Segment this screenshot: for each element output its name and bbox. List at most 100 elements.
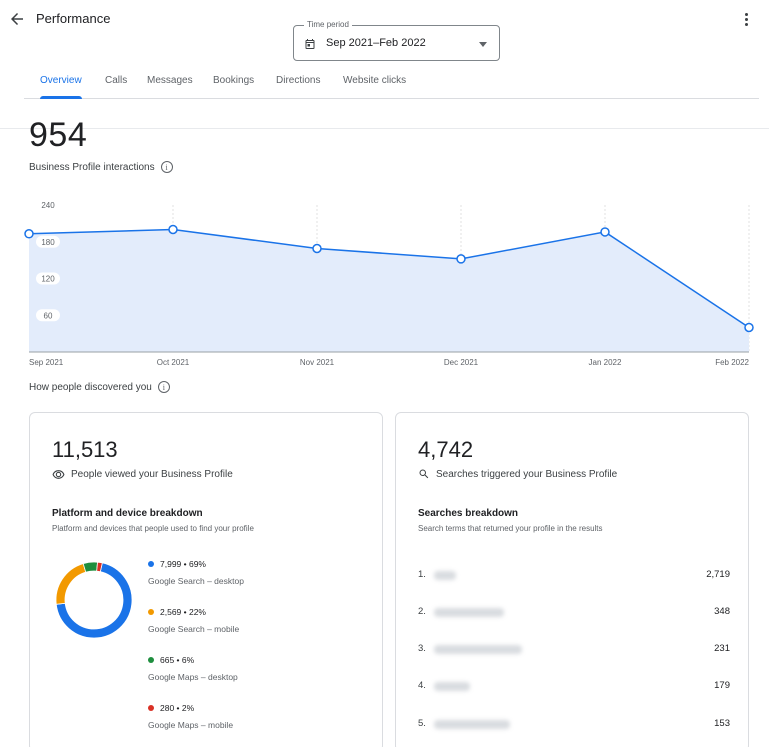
- top-bar: Performance Time period Sep 2021–Feb 202…: [0, 0, 769, 100]
- donut-slice: [96, 561, 103, 573]
- back-arrow-icon[interactable]: [8, 10, 26, 28]
- views-total: 11,513: [52, 437, 118, 462]
- legend-dot: [148, 657, 154, 663]
- x-tick-label: Feb 2022: [715, 358, 749, 367]
- chart-data-point: [600, 227, 610, 237]
- x-tick-label: Sep 2021: [29, 358, 64, 367]
- tab-overview[interactable]: Overview: [40, 75, 82, 86]
- legend-value: 280 • 2%: [160, 703, 195, 713]
- legend-value: 665 • 6%: [160, 655, 195, 665]
- chart-data-point: [744, 322, 754, 333]
- y-tick-label: 60: [44, 311, 53, 320]
- tab-bookings[interactable]: Bookings: [213, 75, 255, 86]
- legend-name: Google Search – mobile: [148, 624, 240, 634]
- search-term-count: 231: [714, 643, 730, 654]
- interactions-label-text: Business Profile interactions: [29, 161, 155, 173]
- views-sub-label: People viewed your Business Profile: [52, 468, 233, 481]
- y-tick-label: 120: [41, 275, 55, 284]
- profile-views-card: 11,513 People viewed your Business Profi…: [29, 412, 383, 747]
- interactions-total: 954: [29, 116, 88, 154]
- more-options-icon[interactable]: [740, 12, 752, 28]
- platform-breakdown-description: Platform and devices that people used to…: [52, 524, 254, 533]
- search-term-rank: 3.: [418, 643, 426, 654]
- calendar-icon: [305, 39, 315, 49]
- chart-data-point: [456, 254, 466, 264]
- chevron-down-icon: [479, 42, 487, 47]
- search-term-rank: 5.: [418, 718, 426, 729]
- tab-calls[interactable]: Calls: [105, 75, 128, 86]
- active-tab-indicator: [40, 96, 82, 99]
- tab-bar: Overview Calls Messages Bookings Directi…: [24, 68, 759, 99]
- y-tick-label-bg: [36, 309, 60, 322]
- time-period-select[interactable]: Time period Sep 2021–Feb 2022: [293, 20, 500, 61]
- legend-dot: [148, 705, 154, 711]
- x-tick-label: Dec 2021: [444, 358, 479, 367]
- search-term-redacted: [434, 720, 510, 729]
- search-term-rank: 4.: [418, 680, 426, 691]
- search-term-rank: 1.: [418, 569, 426, 580]
- discovery-heading-text: How people discovered you: [29, 381, 152, 393]
- discovery-heading: How people discovered you i: [29, 381, 170, 393]
- search-term-rank: 2.: [418, 606, 426, 617]
- time-period-label: Time period: [304, 20, 352, 29]
- platform-donut-chart: [55, 561, 133, 639]
- searches-breakdown-heading: Searches breakdown: [418, 508, 519, 519]
- tab-messages[interactable]: Messages: [147, 75, 193, 86]
- y-tick-label-bg: [36, 235, 60, 248]
- search-term-row: 5. 153: [418, 718, 730, 732]
- search-term-row: 4. 179: [418, 680, 730, 694]
- search-term-row: 2. 348: [418, 606, 730, 620]
- info-icon[interactable]: i: [157, 381, 170, 393]
- legend-item-maps-mobile: 280 • 2% Google Maps – mobile: [148, 703, 233, 730]
- legend-item-search-desktop: 7,999 • 69% Google Search – desktop: [148, 559, 244, 586]
- searches-sub-label-text: Searches triggered your Business Profile: [436, 468, 618, 480]
- chart-data-point: [168, 224, 178, 235]
- legend-name: Google Maps – desktop: [148, 672, 238, 682]
- divider: [0, 128, 769, 129]
- info-icon[interactable]: i: [160, 161, 173, 173]
- time-period-value: Sep 2021–Feb 2022: [326, 37, 426, 49]
- legend-name: Google Search – desktop: [148, 576, 244, 586]
- search-term-redacted: [434, 571, 456, 580]
- search-term-redacted: [434, 682, 470, 691]
- page-title: Performance: [36, 11, 111, 26]
- search-term-count: 179: [714, 680, 730, 691]
- legend-value: 7,999 • 69%: [160, 559, 206, 569]
- search-term-count: 348: [714, 606, 730, 617]
- donut-slice: [55, 563, 87, 605]
- chart-data-point: [24, 229, 34, 239]
- chart-series-line: [28, 228, 750, 329]
- searches-breakdown-description: Search terms that returned your profile …: [418, 524, 603, 533]
- search-term-count: 2,719: [706, 569, 730, 580]
- y-tick-label-bg: [36, 272, 60, 285]
- interactions-chart: 240 180 120 60 Sep 2021 Oct 2021 Nov 2021 Dec 2…: [24, 201, 754, 367]
- legend-dot: [148, 561, 154, 567]
- search-icon: [419, 469, 429, 479]
- y-tick-label: 180: [41, 238, 55, 247]
- platform-breakdown-heading: Platform and device breakdown: [52, 508, 203, 519]
- tab-directions[interactable]: Directions: [276, 75, 321, 86]
- searches-total: 4,742: [418, 437, 474, 462]
- legend-name: Google Maps – mobile: [148, 720, 234, 730]
- legend-dot: [148, 609, 154, 615]
- legend-item-search-mobile: 2,569 • 22% Google Search – mobile: [148, 607, 239, 634]
- chart-area-fill: [29, 229, 749, 352]
- views-sub-label-text: People viewed your Business Profile: [71, 469, 233, 480]
- search-term-redacted: [434, 608, 504, 617]
- searches-card: 4,742 Searches triggered your Business P…: [395, 412, 749, 747]
- search-term-count: 153: [714, 718, 730, 729]
- tab-website-clicks[interactable]: Website clicks: [343, 75, 407, 86]
- x-tick-label: Oct 2021: [157, 358, 190, 367]
- donut-slice: [82, 561, 98, 573]
- search-term-redacted: [434, 645, 522, 654]
- x-tick-label: Jan 2022: [589, 358, 622, 367]
- interactions-label: Business Profile interactions i: [29, 161, 173, 173]
- legend-value: 2,569 • 22%: [160, 607, 206, 617]
- x-tick-label: Nov 2021: [300, 358, 335, 367]
- search-term-row: 3. 231: [418, 643, 730, 657]
- chart-data-point: [312, 243, 322, 254]
- search-term-row: 1. 2,719: [418, 569, 730, 583]
- eye-icon: [52, 470, 65, 479]
- searches-sub-label: Searches triggered your Business Profile: [418, 468, 617, 480]
- y-tick-label: 240: [41, 201, 55, 210]
